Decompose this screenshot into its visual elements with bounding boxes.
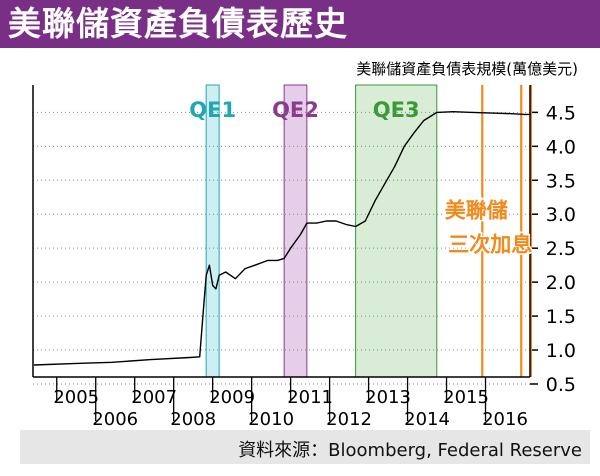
qe-label-3: QE3 (373, 98, 420, 122)
qe-label-2: QE2 (272, 98, 319, 122)
y-tick-label: 1.5 (546, 306, 576, 328)
y-tick-label: 3.0 (546, 204, 576, 226)
chart-title: 美聯儲資產負債表歷史 (8, 4, 348, 43)
qe-band-3 (355, 84, 438, 378)
qe-band-1 (205, 84, 220, 378)
x-tick-label: 2013 (365, 387, 411, 408)
chart-plot: QE1 QE2 QE3 0.5 1.0 1.5 2.0 2.5 3.0 3.5 4.0 4.5 美聯儲資… (32, 60, 578, 430)
x-tick-label: 2011 (287, 387, 333, 408)
x-tick-label: 2012 (326, 409, 372, 430)
y-tick-label: 0.5 (546, 374, 576, 396)
title-banner: 美聯儲資產負債表歷史 (0, 0, 600, 48)
source-note: 資料來源：Bloomberg, Federal Reserve (238, 440, 582, 461)
x-tick-label: 2015 (443, 387, 489, 408)
balance-sheet-line (33, 111, 531, 366)
y-tick-label: 2.5 (546, 238, 576, 260)
source-banner: 資料來源：Bloomberg, Federal Reserve (20, 430, 590, 464)
qe-band-2 (283, 84, 308, 378)
y-axis-title: 美聯儲資產負債表規模(萬億美元) (356, 60, 578, 78)
x-tick-label: 2014 (404, 409, 450, 430)
x-tick-label: 2005 (53, 387, 99, 408)
y-tick-label: 1.0 (546, 340, 576, 362)
x-tick-label: 2006 (92, 409, 138, 430)
x-tick-label: 2007 (131, 387, 177, 408)
y-tick-label: 2.0 (546, 272, 576, 294)
y-tick-label: 4.5 (546, 102, 576, 124)
qe-label-1: QE1 (189, 98, 236, 122)
rate-hike-label-line2: 三次加息 (448, 233, 532, 257)
y-tick-label: 4.0 (546, 136, 576, 158)
x-tick-label: 2016 (482, 409, 528, 430)
rate-hike-label-line1: 美聯儲 (445, 199, 508, 223)
x-tick-label: 2010 (248, 409, 294, 430)
x-tick-label: 2009 (209, 387, 255, 408)
y-tick-label: 3.5 (546, 170, 576, 192)
x-tick-label: 2008 (170, 409, 216, 430)
